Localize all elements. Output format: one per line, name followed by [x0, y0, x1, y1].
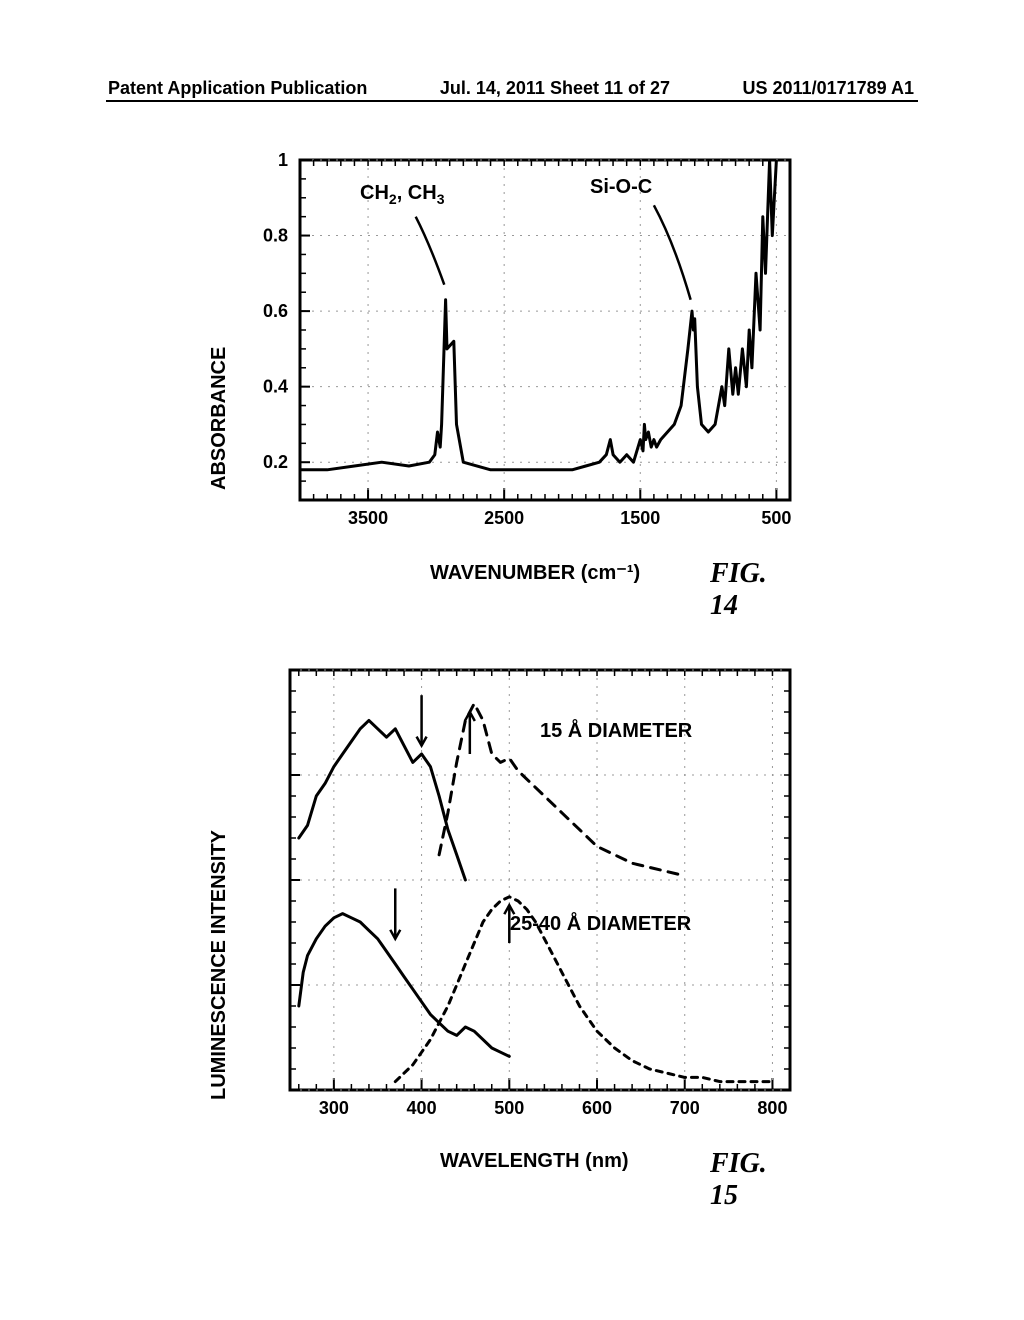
header-left: Patent Application Publication: [108, 78, 367, 99]
fig15-xlabel: WAVELENGTH (nm): [440, 1150, 629, 1173]
svg-text:500: 500: [761, 508, 791, 528]
svg-text:600: 600: [582, 1098, 612, 1118]
fig15-label: FIG. 15: [710, 1148, 790, 1212]
svg-text:800: 800: [757, 1098, 787, 1118]
svg-text:0.2: 0.2: [263, 452, 288, 472]
svg-text:400: 400: [407, 1098, 437, 1118]
svg-text:700: 700: [670, 1098, 700, 1118]
fig15-container: LUMINESCENCE INTENSITY 300 400 500 600 700 80…: [170, 660, 790, 1220]
fig15-annot-bottom: 25-40 Å DIAMETER: [510, 913, 691, 936]
header-right: US 2011/0171789 A1: [743, 78, 914, 99]
header-rule: [106, 100, 918, 102]
svg-text:0.8: 0.8: [263, 226, 288, 246]
svg-text:3500: 3500: [348, 508, 388, 528]
fig14-annot-ch: CH2, CH3: [360, 182, 444, 207]
svg-text:500: 500: [494, 1098, 524, 1118]
svg-text:1: 1: [278, 150, 288, 170]
fig15-annot-top: 15 Å DIAMETER: [540, 720, 692, 743]
fig14-xlabel: WAVENUMBER (cm⁻¹): [430, 560, 640, 585]
fig14-label: FIG. 14: [710, 558, 790, 622]
fig14-container: ABSORBANCE 0.20.40.60.81350025001500500 …: [170, 140, 790, 620]
svg-text:0.6: 0.6: [263, 301, 288, 321]
fig15-chart: 300 400 500 600 700 800: [240, 660, 800, 1140]
fig14-ylabel: ABSORBANCE: [208, 347, 231, 490]
fig14-annot-sioc: Si-O-C: [590, 176, 652, 199]
fig14-chart: 0.2 0.4 0.6 0.8 1 3500 2500 1500 500: [240, 150, 800, 550]
svg-text:300: 300: [319, 1098, 349, 1118]
svg-text:0.4: 0.4: [263, 377, 288, 397]
header-center: Jul. 14, 2011 Sheet 11 of 27: [440, 78, 670, 99]
svg-text:1500: 1500: [620, 508, 660, 528]
page-header: Patent Application Publication Jul. 14, …: [0, 78, 1024, 99]
svg-text:2500: 2500: [484, 508, 524, 528]
fig15-ylabel: LUMINESCENCE INTENSITY: [208, 830, 231, 1100]
